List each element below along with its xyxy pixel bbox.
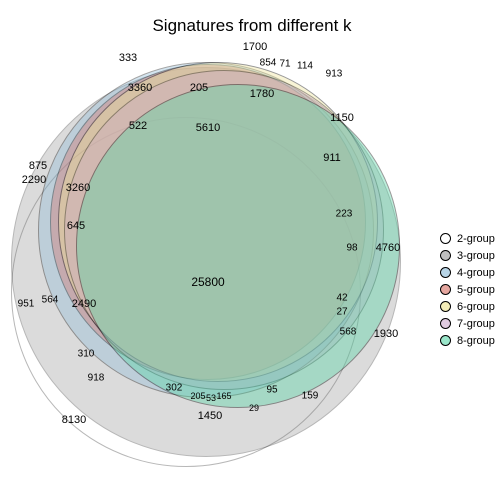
region-count: 29 [249,403,259,413]
region-count: 53 [206,393,216,403]
region-count: 5610 [196,122,220,134]
legend-label: 3-group [457,250,495,262]
region-count: 159 [302,391,319,402]
legend-item: 4-group [440,264,495,281]
region-count: 25800 [191,275,224,289]
legend-label: 7-group [457,318,495,330]
legend-swatch [440,335,451,346]
region-count: 302 [166,383,183,394]
region-count: 1930 [374,328,398,340]
region-count: 310 [78,349,95,360]
region-count: 951 [18,299,35,310]
venn-stage: Signatures from different k 333 1700 85471… [0,0,504,504]
region-count: 4760 [376,242,400,254]
region-count: 42 [336,293,347,304]
legend: 2-group 3-group 4-group 5-group 6-group 7-gro… [440,230,495,349]
legend-item: 7-group [440,315,495,332]
region-count: 71 [279,59,290,70]
legend-swatch [440,301,451,312]
region-count: 564 [42,295,59,306]
legend-item: 8-group [440,332,495,349]
legend-label: 2-group [457,233,495,245]
region-count: 8130 [62,414,86,426]
region-count: 333 [119,52,137,64]
legend-item: 2-group [440,230,495,247]
legend-item: 3-group [440,247,495,264]
legend-item: 6-group [440,298,495,315]
region-count: 223 [336,209,353,220]
chart-title: Signatures from different k [0,16,504,36]
legend-swatch [440,250,451,261]
region-count: 913 [326,69,343,80]
legend-swatch [440,318,451,329]
region-count: 2490 [72,298,96,310]
region-count: 205 [190,391,205,401]
region-count: 918 [88,373,105,384]
legend-label: 4-group [457,267,495,279]
region-count: 205 [190,82,208,94]
region-count: 1700 [243,41,267,53]
region-count: 911 [323,152,341,164]
legend-label: 6-group [457,301,495,313]
region-count: 568 [340,327,357,338]
region-count: 114 [297,61,313,72]
legend-label: 5-group [457,284,495,296]
legend-swatch [440,233,451,244]
region-count: 1150 [330,112,354,124]
legend-label: 8-group [457,335,495,347]
region-count: 2290 [22,174,46,186]
region-count: 1780 [250,88,274,100]
legend-item: 5-group [440,281,495,298]
region-count: 27 [336,307,347,318]
region-count: 854 [260,58,277,69]
legend-swatch [440,267,451,278]
region-count: 98 [346,243,357,254]
region-count: 3360 [128,82,152,94]
legend-swatch [440,284,451,295]
region-count: 95 [266,385,277,396]
region-count: 3260 [66,182,90,194]
region-count: 165 [216,391,231,401]
region-count: 522 [129,120,147,132]
region-count: 1450 [198,410,222,422]
region-count: 875 [29,160,47,172]
region-count: 645 [67,220,85,232]
